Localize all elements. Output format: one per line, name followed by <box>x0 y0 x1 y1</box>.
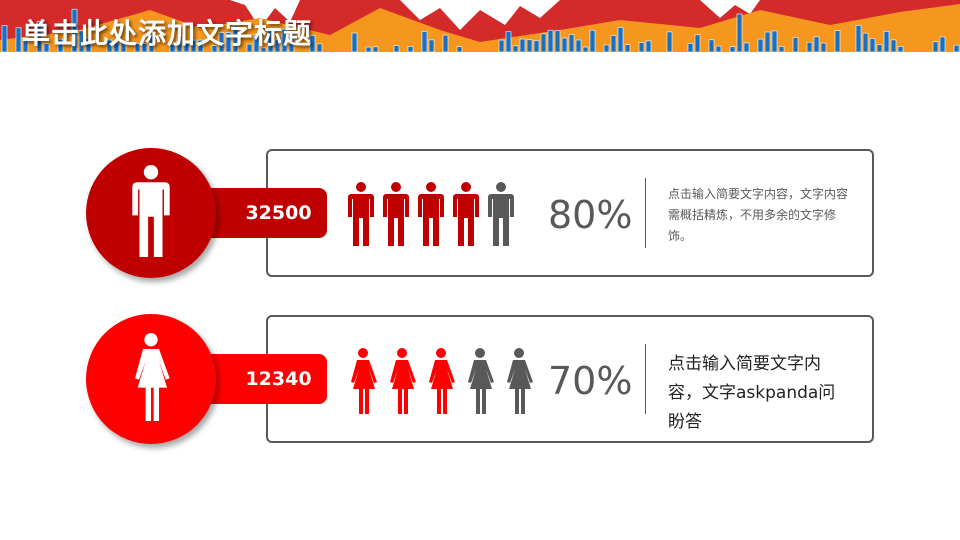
count-label: 32500 <box>200 188 327 238</box>
person-ratio-icons <box>348 348 534 418</box>
female-person-icon <box>131 331 171 427</box>
banner-bar <box>743 42 750 53</box>
page-title[interactable]: 单击此处添加文字标题 <box>22 17 313 50</box>
banner-bar <box>617 27 624 53</box>
banner-bar <box>862 32 869 53</box>
banner-bar <box>456 46 463 53</box>
banner-bar <box>533 40 540 53</box>
banner-bar <box>855 25 862 53</box>
banner-bar <box>561 37 568 53</box>
banner-bar <box>428 39 435 53</box>
banner-bar <box>736 13 743 53</box>
banner-bar <box>15 27 22 53</box>
male-person-icon <box>418 182 444 250</box>
banner-bar <box>547 29 554 53</box>
banner-bar <box>372 46 379 53</box>
banner-bar <box>624 44 631 53</box>
banner-bar <box>883 31 890 53</box>
percent-value: 80% <box>548 193 633 237</box>
banner-bar <box>715 45 722 53</box>
banner-bar <box>589 29 596 53</box>
banner-bar <box>890 39 897 53</box>
female-person-icon <box>348 348 378 418</box>
banner-bar <box>813 36 820 53</box>
banner-bar <box>953 44 960 53</box>
description-text[interactable]: 点击输入简要文字内容，文字内容需概括精炼，不用多余的文字修饰。 <box>668 187 849 243</box>
banner-bar <box>512 45 519 53</box>
banner-bar <box>351 32 358 53</box>
male-person-icon <box>453 182 479 250</box>
divider <box>645 178 646 248</box>
percent-value: 70% <box>548 359 633 403</box>
banner-bar <box>582 46 589 53</box>
banner-bar <box>687 43 694 53</box>
banner-bar <box>876 44 883 53</box>
count-label: 12340 <box>200 354 327 404</box>
banner-bar <box>498 39 505 53</box>
banner-bar <box>365 46 372 53</box>
banner-bar <box>316 43 323 53</box>
banner-bar <box>820 42 827 53</box>
banner-bar <box>806 41 813 53</box>
banner-bar <box>932 41 939 53</box>
banner-bar <box>834 30 841 53</box>
female-person-icon <box>465 348 495 418</box>
banner-bar <box>603 44 610 53</box>
banner-bar <box>575 39 582 53</box>
female-person-icon <box>426 348 456 418</box>
female-person-icon <box>504 348 534 418</box>
header-banner <box>0 0 960 54</box>
banner-bar <box>764 31 771 53</box>
divider <box>645 344 646 414</box>
banner-bar <box>869 38 876 53</box>
banner-bar <box>897 46 904 53</box>
banner-bar <box>505 31 512 53</box>
banner-bar <box>757 38 764 53</box>
female-person-icon <box>387 348 417 418</box>
banner-bar <box>540 33 547 53</box>
banner-bar <box>526 39 533 53</box>
male-person-icon <box>131 165 171 261</box>
banner-bar <box>393 45 400 53</box>
male-person-icon <box>383 182 409 250</box>
banner-bar <box>638 42 645 53</box>
banner-bar <box>771 30 778 53</box>
banner-bar <box>407 46 414 53</box>
stat-card <box>266 149 874 277</box>
banner-bar <box>645 40 652 53</box>
banner-bar <box>1 25 8 53</box>
banner-bar <box>792 37 799 53</box>
gender-circle <box>86 314 216 444</box>
gender-circle <box>86 148 216 278</box>
banner-bar <box>610 35 617 53</box>
banner-bar <box>519 38 526 53</box>
banner-bar <box>666 31 673 53</box>
banner-bar <box>568 34 575 53</box>
banner-bar <box>939 36 946 53</box>
banner-bar <box>778 46 785 53</box>
male-person-icon <box>348 182 374 250</box>
male-person-icon <box>488 182 514 250</box>
description-text[interactable]: 点击输入简要文字内容，文字askpanda问盼答 <box>668 354 836 432</box>
person-ratio-icons <box>348 182 514 250</box>
banner-bar <box>554 30 561 53</box>
banner-bar <box>421 31 428 53</box>
banner-bar <box>442 34 449 53</box>
banner-bar <box>729 46 736 53</box>
banner-bar <box>708 39 715 53</box>
banner-bar <box>694 34 701 53</box>
